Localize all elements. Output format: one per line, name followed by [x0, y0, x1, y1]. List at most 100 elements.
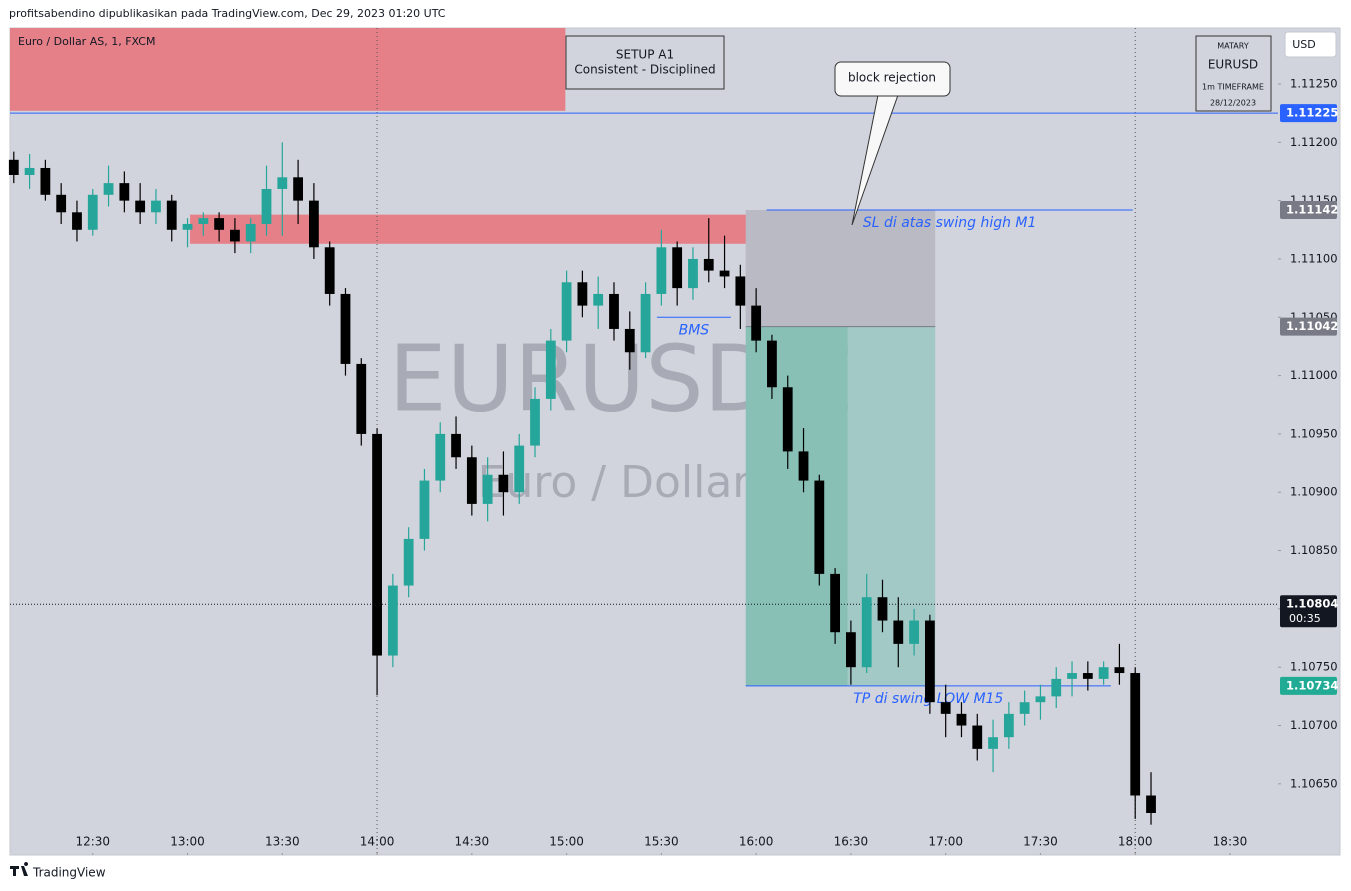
y-tick-label: 1.11100: [1290, 251, 1338, 265]
candle-body: [230, 229, 240, 242]
candle-body: [1051, 678, 1062, 697]
candle-body: [1019, 702, 1030, 714]
candle-body: [972, 725, 983, 749]
candle-body: [1067, 673, 1077, 679]
last-price-box: [1280, 595, 1337, 628]
candle-body: [530, 398, 540, 446]
candle-body: [340, 293, 351, 364]
x-tick-label: 17:30: [1023, 835, 1058, 849]
candle-body: [72, 212, 82, 230]
setup-subtitle: Consistent - Disciplined: [574, 63, 715, 77]
candle-body: [135, 200, 146, 213]
candle-body: [8, 159, 19, 175]
candle-body: [214, 218, 225, 230]
price-label: 1.11142: [1286, 202, 1338, 216]
candle-body: [498, 474, 509, 493]
candle-body: [624, 328, 635, 353]
candle-body: [166, 200, 177, 230]
candle-body: [561, 282, 572, 341]
x-tick-label: 15:00: [549, 835, 584, 849]
candle-body: [308, 200, 319, 248]
price-label-box: [1280, 200, 1337, 219]
candle-body: [751, 305, 762, 341]
annotation-label: SL di atas swing high M1: [863, 215, 1037, 231]
x-tick-label: 13:30: [265, 835, 300, 849]
candle-body: [387, 585, 398, 656]
callout-text: block rejection: [848, 71, 936, 85]
candle-body: [940, 702, 951, 714]
candle-body: [435, 433, 446, 481]
y-tick-label: 1.10750: [1290, 660, 1338, 674]
candle-body: [482, 474, 493, 504]
symbol: Euro / Dollar AS, 1, FXCM: [18, 35, 155, 48]
header: profitsabendino dipublikasikan pada Trad…: [9, 7, 446, 20]
stop-zone: [745, 209, 936, 327]
info-box: [1195, 35, 1272, 112]
y-tick-label: 1.10950: [1290, 426, 1338, 440]
x-tick-label: 18:30: [1213, 835, 1248, 849]
candle-body: [182, 223, 193, 230]
candle-body: [656, 247, 667, 294]
annotation-label: BMS: [679, 322, 710, 338]
candle-body: [87, 194, 98, 230]
overlay: Euro / Dollar AS, 1, FXCM SETUP A1 Consi…: [10, 31, 1338, 880]
price-label-box: [1280, 317, 1337, 336]
price-label-box: [1280, 676, 1337, 695]
candle-body: [245, 223, 256, 242]
candle-body: [1082, 673, 1093, 679]
target-zone: [847, 326, 936, 686]
candle-body: [577, 282, 588, 306]
candle-body: [814, 480, 825, 574]
candle-body: [956, 713, 967, 726]
countdown: 00:35: [1289, 612, 1321, 625]
x-tick-label: 16:30: [834, 835, 869, 849]
callout-box: [834, 61, 951, 97]
candle-body: [767, 340, 777, 388]
y-tick-label: 1.11000: [1290, 368, 1338, 382]
candle-body: [1114, 667, 1125, 674]
candle-body: [798, 451, 809, 481]
setup-title: SETUP A1: [616, 48, 674, 62]
x-tick-label: 18:00: [1118, 835, 1153, 849]
candle-body: [466, 457, 477, 504]
candle-body: [356, 363, 367, 434]
candle-body: [324, 247, 335, 294]
price-label: 1.10734: [1286, 678, 1338, 692]
candle-body: [1146, 795, 1156, 814]
candle-body: [277, 177, 288, 189]
candle-body: [1098, 667, 1109, 679]
currency[interactable]: USD: [1292, 38, 1316, 51]
candle-body: [40, 167, 51, 195]
candle-body: [909, 620, 919, 644]
price-label-box: [1280, 104, 1337, 123]
candle-body: [514, 445, 525, 493]
candle-body: [877, 597, 888, 621]
candle-body: [719, 270, 730, 277]
chart-background: [9, 27, 1341, 856]
x-tick-label: 15:30: [644, 835, 679, 849]
y-tick-label: 1.10850: [1290, 543, 1338, 557]
candle-body: [151, 200, 161, 213]
candle-body: [24, 167, 35, 175]
y-tick-label: 1.10900: [1290, 485, 1338, 499]
info-line: 28/12/2023: [1210, 99, 1256, 108]
candle-body: [1003, 713, 1014, 738]
candle-body: [893, 620, 904, 644]
y-tick-label: 1.10650: [1290, 776, 1338, 790]
info-line: MATARY: [1217, 42, 1249, 51]
candle-body: [293, 177, 303, 201]
x-tick-label: 16:00: [739, 835, 774, 849]
candle-body: [261, 188, 272, 224]
y-tick-label: 1.11250: [1290, 76, 1338, 90]
logo: [10, 862, 29, 876]
y-tick-label: 1.11200: [1290, 135, 1338, 149]
x-tick-label: 14:30: [455, 835, 490, 849]
candle-body: [640, 293, 651, 353]
candle-body: [403, 538, 414, 586]
last-price-label: 1.10804: [1286, 597, 1338, 611]
candle-body: [103, 183, 114, 195]
footer: TradingView: [32, 866, 106, 880]
currency-button[interactable]: [1284, 31, 1337, 58]
candle-body: [846, 632, 856, 668]
